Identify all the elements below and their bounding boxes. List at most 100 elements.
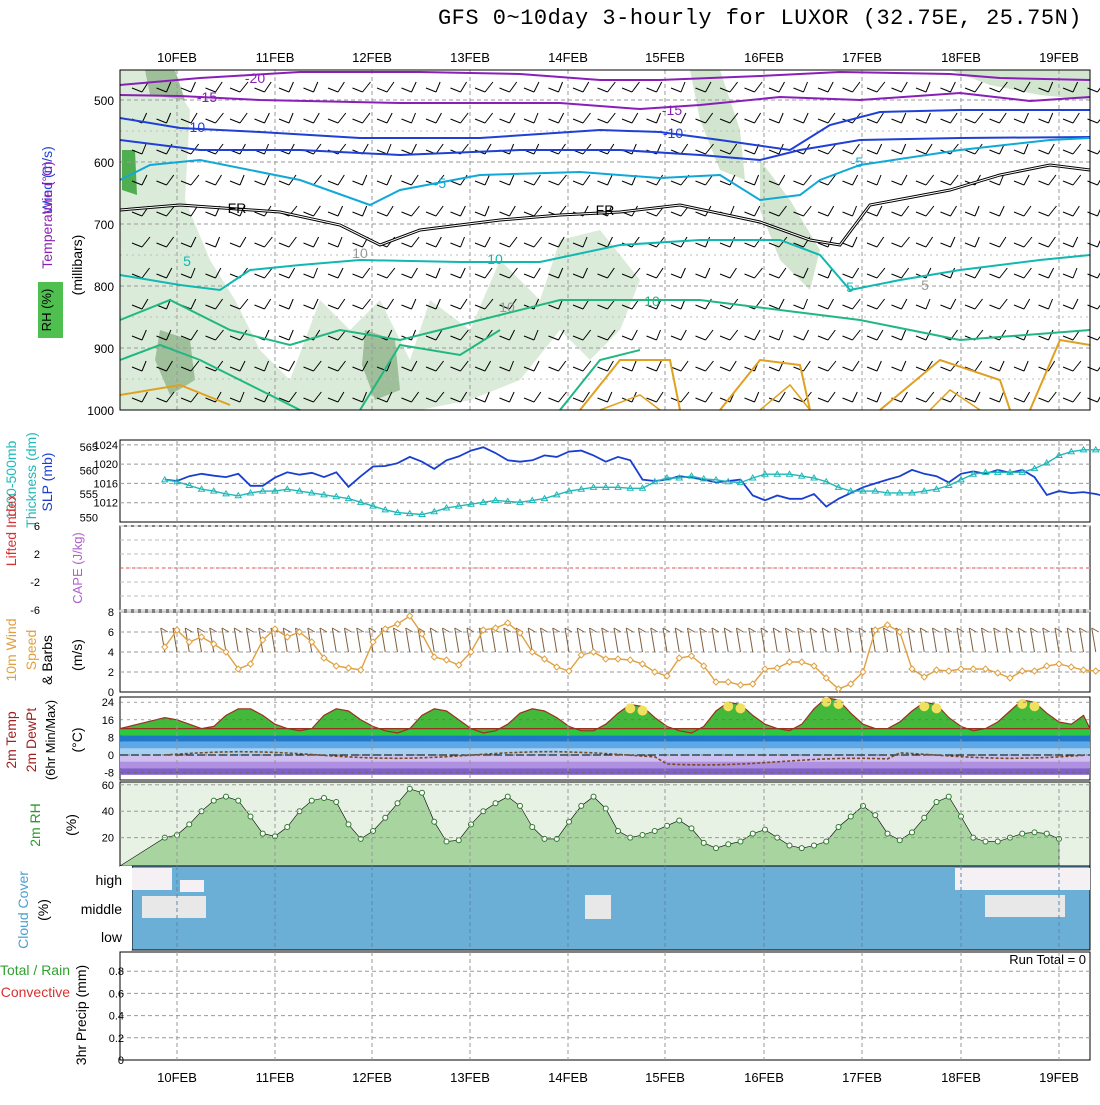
temp-warm-peak <box>723 701 733 711</box>
wind-barb <box>745 181 755 185</box>
contour-label: FR <box>228 200 247 216</box>
wind-barb <box>206 243 216 247</box>
wind-barb <box>206 119 216 123</box>
rh-marker <box>493 801 498 806</box>
rh-marker <box>677 818 682 823</box>
wind-barb <box>265 175 270 185</box>
wind-barb <box>828 206 834 216</box>
rh-marker <box>983 839 988 844</box>
wind-barb <box>412 113 416 123</box>
wind-barb <box>1063 212 1073 216</box>
wind-barb <box>475 274 485 278</box>
wind-barb <box>1063 367 1073 371</box>
rh-marker <box>603 806 608 811</box>
wind-barb <box>534 113 538 123</box>
temp-title-a: 2m Temp <box>3 711 19 769</box>
wind-barb <box>289 268 295 278</box>
wind-barb <box>804 361 811 371</box>
wind-barb <box>1014 243 1024 247</box>
wind-barb <box>485 206 489 216</box>
wind-barb <box>338 113 346 123</box>
wind-barb <box>755 82 763 92</box>
wind-barb <box>387 82 394 92</box>
rh-marker <box>1020 831 1025 836</box>
wind-barb <box>706 361 714 371</box>
wind-barb <box>818 398 828 402</box>
wind-barb <box>436 206 443 216</box>
wind-barb <box>1039 212 1049 216</box>
wind-barb <box>500 243 510 247</box>
wind-barb <box>1088 181 1098 185</box>
wind-tick: 8 <box>108 607 114 619</box>
wind-barb <box>828 113 835 123</box>
wind-barb <box>769 88 779 92</box>
wind-barb <box>657 268 664 278</box>
wind-barb <box>265 113 270 123</box>
wind-barb <box>926 113 930 123</box>
wind-barb <box>240 299 248 309</box>
wind-barb <box>328 181 338 185</box>
wind-barb <box>853 361 860 371</box>
wind-barb <box>720 367 730 371</box>
temp-band <box>120 729 1090 736</box>
wind-barb <box>573 367 583 371</box>
wind-barb <box>1024 299 1030 309</box>
wind-barb <box>867 119 877 123</box>
wind-barb <box>867 181 877 185</box>
wind-barb <box>304 119 314 123</box>
wind-barb <box>402 150 412 154</box>
rh-marker <box>260 831 265 836</box>
wind-barb <box>485 175 489 185</box>
wind-barb <box>730 361 736 371</box>
wind-barb <box>598 398 608 402</box>
wind-barb <box>426 88 436 92</box>
slp-tick: 1020 <box>94 459 118 471</box>
contour-label: 10 <box>499 299 515 315</box>
wind-barb <box>916 150 926 154</box>
wind-barb <box>671 274 681 278</box>
contour-label: 5 <box>183 253 191 269</box>
li-title: Lifted Index <box>3 494 19 566</box>
wind-barb <box>696 398 706 402</box>
pressure-tick: 800 <box>94 280 114 294</box>
wind-barb <box>402 274 412 278</box>
wind-barb <box>681 330 686 340</box>
wind-barb <box>1088 212 1098 216</box>
rh-marker <box>995 839 1000 844</box>
cloud-high-block <box>955 868 1090 890</box>
wind-barb <box>965 88 975 92</box>
wind-barb <box>926 175 934 185</box>
wind-barb <box>1088 305 1098 309</box>
rh-marker <box>763 827 768 832</box>
wind-barb <box>843 181 853 185</box>
wind-barb <box>975 392 980 402</box>
rh-marker <box>946 794 951 799</box>
wind-barb <box>387 299 394 309</box>
slp-tick: 1016 <box>94 478 118 490</box>
wind-barb <box>902 330 906 340</box>
wind-barb <box>877 299 885 309</box>
wind-barb <box>696 305 706 309</box>
wind-barb <box>328 212 338 216</box>
wind-barb <box>745 398 755 402</box>
wind-barb <box>510 82 517 92</box>
wind-barb <box>461 82 467 92</box>
wind-speed-marker <box>1093 668 1099 674</box>
date-label-bottom: 19FEB <box>1039 1070 1079 1085</box>
rh-marker <box>236 798 241 803</box>
wind-barb <box>1014 274 1024 278</box>
wind-barb <box>583 82 589 92</box>
precip-legend-convective: Convective <box>1 984 70 1000</box>
wind-barb <box>745 274 755 278</box>
wind-barb <box>877 268 885 278</box>
precip-tick: 0 <box>118 1055 124 1067</box>
wind-barb <box>549 243 559 247</box>
wind-barb <box>475 119 485 123</box>
slp-title: SLP (mb) <box>39 453 55 512</box>
cloud-title: Cloud Cover <box>15 871 31 949</box>
wind-barb <box>338 299 345 309</box>
wind-barb <box>255 212 265 216</box>
wind-barb <box>818 150 828 154</box>
wind-barb <box>1049 299 1053 309</box>
wind-barb <box>451 88 461 92</box>
